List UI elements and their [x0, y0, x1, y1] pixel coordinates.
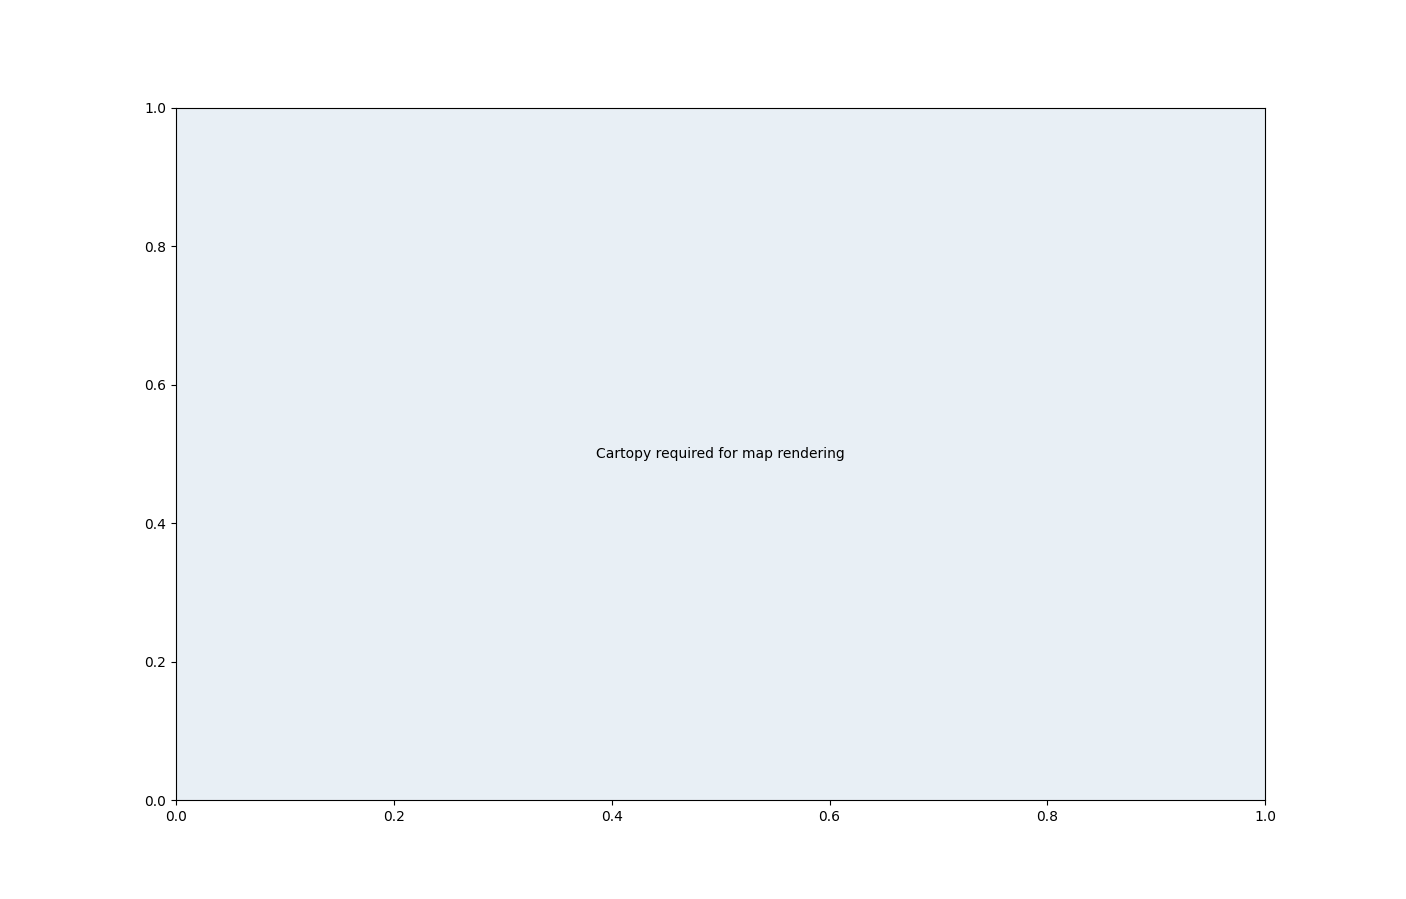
Text: Cartopy required for map rendering: Cartopy required for map rendering	[596, 447, 845, 461]
